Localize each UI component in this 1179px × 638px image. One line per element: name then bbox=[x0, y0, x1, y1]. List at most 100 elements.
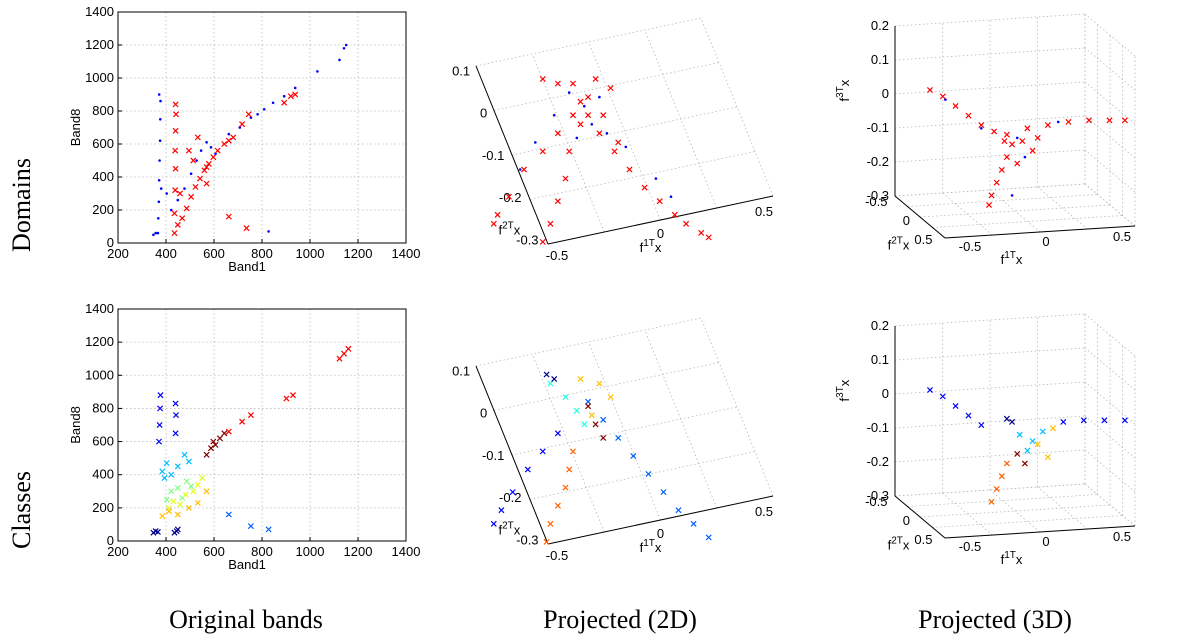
y-tick-label: -0.5 bbox=[865, 494, 887, 509]
grid-line bbox=[700, 17, 774, 197]
data-point bbox=[978, 422, 985, 429]
data-point bbox=[185, 147, 192, 154]
data-point bbox=[183, 205, 190, 212]
data-point bbox=[683, 220, 690, 227]
data-point bbox=[174, 526, 181, 533]
z-tick-label: 0.1 bbox=[871, 52, 889, 67]
z-tick-label: -0.1 bbox=[867, 420, 889, 435]
data-point bbox=[210, 438, 217, 445]
data-point bbox=[271, 101, 275, 105]
data-point bbox=[626, 166, 633, 173]
y-tick-label: 400 bbox=[92, 467, 114, 482]
x-tick-label: 1200 bbox=[344, 246, 373, 261]
data-point bbox=[179, 215, 186, 222]
data-point bbox=[188, 193, 195, 200]
data-point bbox=[174, 484, 181, 492]
data-point bbox=[600, 416, 607, 423]
y-tick-label: 0 bbox=[480, 106, 487, 121]
data-point bbox=[1085, 117, 1093, 124]
data-point bbox=[1016, 431, 1023, 438]
data-point bbox=[185, 504, 192, 511]
x-tick-label: 400 bbox=[155, 246, 177, 261]
z-tick-label: -0.2 bbox=[867, 454, 889, 469]
data-point bbox=[152, 233, 155, 237]
grid-line bbox=[894, 381, 1086, 395]
data-point bbox=[554, 80, 561, 87]
data-point bbox=[195, 159, 198, 162]
x-tick-label: 600 bbox=[203, 246, 225, 261]
data-point bbox=[547, 220, 554, 227]
y-axis-line bbox=[894, 195, 946, 239]
data-point bbox=[157, 405, 164, 412]
data-point bbox=[566, 466, 573, 473]
data-point bbox=[988, 498, 995, 505]
data-point bbox=[1021, 460, 1028, 467]
y-axis-line bbox=[475, 365, 549, 545]
data-point bbox=[282, 94, 286, 98]
data-point bbox=[592, 75, 599, 83]
data-point bbox=[585, 403, 592, 410]
data-point bbox=[577, 375, 584, 383]
grid-line bbox=[1084, 13, 1136, 57]
data-point bbox=[539, 238, 546, 245]
data-point bbox=[183, 187, 186, 190]
x-tick-label: 200 bbox=[107, 246, 129, 261]
data-point bbox=[585, 94, 592, 101]
y-axis-label: Band8 bbox=[68, 406, 83, 444]
data-point bbox=[210, 154, 217, 161]
data-point bbox=[952, 402, 959, 410]
grid-line bbox=[531, 53, 605, 233]
data-point bbox=[190, 157, 197, 164]
data-point bbox=[518, 168, 522, 171]
data-point bbox=[205, 160, 212, 167]
data-point bbox=[567, 91, 571, 94]
grid-line bbox=[989, 489, 1041, 533]
data-point bbox=[199, 474, 206, 482]
z-axis-label: f3Tx bbox=[835, 79, 852, 101]
data-point bbox=[1003, 415, 1010, 422]
data-point bbox=[607, 394, 614, 401]
grid-line bbox=[989, 189, 1041, 233]
data-point bbox=[575, 136, 579, 140]
z-tick-label: -0.2 bbox=[867, 154, 889, 169]
y-tick-label: 0 bbox=[903, 513, 910, 528]
data-point bbox=[292, 91, 299, 98]
data-point bbox=[1015, 136, 1019, 140]
data-point bbox=[660, 489, 667, 496]
data-point bbox=[171, 210, 178, 217]
y-tick-label: 0 bbox=[903, 213, 910, 228]
data-point bbox=[993, 485, 1000, 493]
x-tick-label: 0.5 bbox=[1113, 229, 1131, 244]
data-point bbox=[1101, 417, 1108, 424]
grid-line bbox=[588, 341, 661, 521]
y-tick-label: -0.3 bbox=[516, 532, 538, 547]
data-point bbox=[183, 478, 190, 485]
row-label-domains: Domains bbox=[7, 158, 36, 252]
data-point bbox=[585, 112, 592, 119]
data-point bbox=[209, 146, 213, 149]
data-point bbox=[194, 134, 201, 141]
data-point bbox=[993, 179, 1000, 186]
data-point bbox=[165, 508, 173, 515]
data-point bbox=[645, 470, 652, 478]
y-axis-label: f2Tx bbox=[498, 521, 520, 538]
data-point bbox=[1060, 418, 1067, 425]
data-point bbox=[159, 468, 166, 475]
data-point bbox=[225, 213, 232, 220]
data-point bbox=[157, 217, 160, 220]
data-point bbox=[498, 507, 505, 514]
z-tick-label: 0.2 bbox=[871, 318, 889, 333]
data-point bbox=[214, 147, 221, 154]
data-point bbox=[155, 438, 163, 445]
data-point bbox=[547, 520, 554, 527]
data-point bbox=[212, 441, 219, 448]
data-point bbox=[1024, 447, 1031, 454]
data-point bbox=[583, 104, 586, 108]
y-tick-label: -0.2 bbox=[499, 490, 521, 505]
classes-2d-panel: -0.5 0 0.5 -0.3 -0.2 -0.1 0 0.1 f1Tx f2Tx bbox=[452, 317, 774, 563]
x-tick-label: 1400 bbox=[392, 544, 421, 559]
data-point bbox=[1003, 154, 1010, 161]
data-point bbox=[569, 112, 577, 119]
z-tick-label: 0 bbox=[882, 86, 889, 101]
